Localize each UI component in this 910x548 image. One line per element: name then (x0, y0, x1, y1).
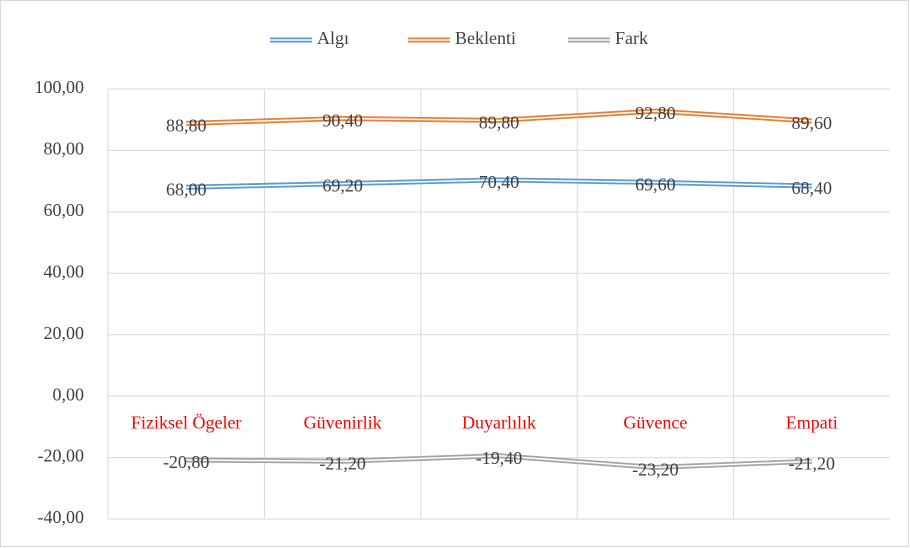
x-tick-label: Fiziksel Ögeler (131, 412, 241, 432)
data-label: -20,80 (163, 452, 210, 472)
legend-label: Fark (615, 28, 648, 48)
y-tick-label: -20,00 (38, 446, 85, 466)
data-label: 68,00 (166, 179, 207, 199)
series-line-inner (186, 454, 812, 469)
legend-label: Beklenti (455, 28, 516, 48)
y-tick-label: -40,00 (38, 507, 85, 527)
data-label: 88,80 (166, 116, 207, 136)
y-tick-label: 20,00 (44, 323, 85, 343)
x-tick-label: Duyarlılık (462, 412, 536, 432)
y-tick-label: 40,00 (44, 261, 85, 281)
y-tick-label: 100,00 (35, 77, 85, 97)
x-tick-label: Güvenirlik (304, 412, 382, 432)
data-label: 69,20 (322, 176, 363, 196)
data-label: 89,60 (792, 113, 833, 133)
y-tick-label: 60,00 (44, 200, 85, 220)
x-tick-label: Empati (786, 412, 838, 432)
data-label: 89,80 (479, 112, 520, 132)
data-label: -19,40 (476, 448, 523, 468)
y-tick-label: 0,00 (53, 384, 85, 404)
data-label: -21,20 (789, 453, 836, 473)
legend-label: Algı (317, 28, 349, 48)
data-label: -21,20 (319, 453, 366, 473)
data-label: 92,80 (635, 103, 676, 123)
x-tick-label: Güvence (623, 412, 687, 432)
data-label: -23,20 (632, 460, 679, 480)
series-line-inner (186, 179, 812, 189)
data-label: 69,60 (635, 174, 676, 194)
y-tick-label: 80,00 (44, 139, 85, 159)
data-label: 90,40 (322, 111, 363, 131)
data-label: 68,40 (792, 178, 833, 198)
series-line-inner (186, 110, 812, 125)
data-label: 70,40 (479, 172, 520, 192)
